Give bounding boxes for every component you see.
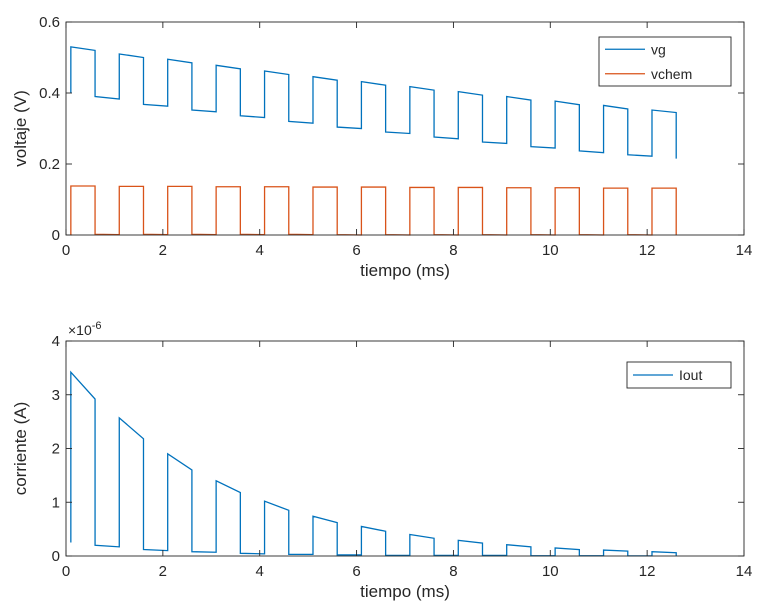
- y-tick-label: 0.2: [39, 156, 60, 173]
- legend-label-vg: vg: [651, 41, 666, 57]
- series-line-Iout: [70, 370, 677, 557]
- x-tick-label: 12: [639, 563, 656, 580]
- legend-label-Iout: Iout: [679, 367, 702, 383]
- y-exponent-power: -6: [92, 320, 102, 332]
- x-tick-label: 0: [62, 242, 70, 259]
- x-axis-label: tiempo (ms): [360, 582, 450, 601]
- x-tick-label: 2: [159, 242, 167, 259]
- x-tick-label: 4: [256, 563, 264, 580]
- y-tick-label: 1: [52, 494, 60, 511]
- x-tick-label: 8: [449, 242, 457, 259]
- y-tick-label: 0.4: [39, 85, 60, 102]
- x-tick-label: 4: [256, 242, 264, 259]
- x-tick-label: 10: [542, 563, 559, 580]
- x-axis-label: tiempo (ms): [360, 261, 450, 280]
- y-tick-label: 3: [52, 387, 60, 404]
- series-line-vg: [70, 46, 677, 159]
- x-tick-label: 12: [639, 242, 656, 259]
- subplot-1: 0 2 4 6 8 10 12 14 0 0.2 0.4 0.6 tiempo (ms) voltaje …: [11, 14, 752, 280]
- y-axis-label: corriente (A): [11, 402, 30, 496]
- x-tick-label: 14: [736, 563, 753, 580]
- y-tick-label: 0.6: [39, 14, 60, 31]
- legend: vg vchem: [598, 36, 732, 87]
- y-axis-label: voltaje (V): [11, 90, 30, 167]
- x-tick-label: 14: [736, 242, 753, 259]
- series-line-vchem: [70, 185, 677, 236]
- x-tick-label: 6: [352, 242, 360, 259]
- x-tick-label: 8: [449, 563, 457, 580]
- x-tick-label: 10: [542, 242, 559, 259]
- y-tick-label: 0: [52, 548, 60, 565]
- legend: Iout: [626, 361, 732, 389]
- y-tick-label: 2: [52, 441, 60, 458]
- x-tick-label: 2: [159, 563, 167, 580]
- legend-box: [598, 36, 732, 87]
- y-tick-label: 4: [52, 333, 60, 350]
- x-tick-label: 6: [352, 563, 360, 580]
- axes-box: [65, 21, 745, 236]
- y-tick-label: 0: [52, 227, 60, 244]
- x-tick-label: 0: [62, 563, 70, 580]
- legend-label-vchem: vchem: [651, 66, 692, 82]
